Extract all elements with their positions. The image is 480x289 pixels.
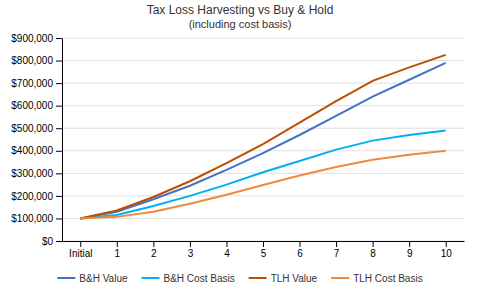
x-tick: 6 [297, 241, 303, 259]
x-tick-mark [117, 241, 118, 247]
legend: B&H Value B&H Cost Basis TLH Value TLH Cost… [57, 273, 422, 284]
y-tick: $500,000 [11, 123, 62, 134]
y-tick: $400,000 [11, 145, 62, 156]
y-tick: $700,000 [11, 78, 62, 89]
grid-line [62, 60, 464, 61]
x-tick-mark [300, 241, 301, 247]
x-tick-label: 6 [297, 248, 303, 259]
legend-item: TLH Cost Basis [331, 273, 422, 284]
x-tick-label: 5 [261, 248, 267, 259]
x-tick-label: 7 [334, 248, 340, 259]
x-tick-mark [190, 241, 191, 247]
x-tick: 3 [188, 241, 194, 259]
y-tick-label: $600,000 [11, 100, 53, 111]
plot-area [80, 55, 445, 219]
y-tick: $200,000 [11, 191, 62, 202]
y-tick-mark [56, 151, 62, 152]
legend-swatch [57, 277, 75, 279]
y-tick-mark [56, 83, 62, 84]
x-tick: 1 [115, 241, 121, 259]
grid-line [62, 218, 464, 219]
grid-line [62, 150, 464, 151]
y-tick-label: $100,000 [11, 213, 53, 224]
y-tick-label: $400,000 [11, 145, 53, 156]
y-tick-mark [56, 173, 62, 174]
y-tick: $600,000 [11, 100, 62, 111]
x-tick: 9 [407, 241, 413, 259]
subtitle: (including cost basis) [189, 18, 292, 30]
series-line [80, 151, 445, 219]
legend-item: TLH Value [249, 273, 318, 284]
chart: $0 $100,000 $200,000 $300,000 $400,000 $500,0… [0, 0, 480, 289]
x-tick-mark [336, 241, 337, 247]
grid [62, 38, 464, 241]
x-tick-label: 9 [407, 248, 413, 259]
y-tick-mark [56, 128, 62, 129]
y-tick-mark [56, 38, 62, 39]
x-tick-label: 8 [370, 248, 376, 259]
grid-line [62, 128, 464, 129]
grid-line [62, 195, 464, 196]
grid-line [62, 38, 464, 39]
x-tick-label: 2 [151, 248, 157, 259]
y-tick-label: $900,000 [11, 33, 53, 44]
x-axis: Initial 1 2 3 4 5 6 7 8 9 10 [63, 241, 465, 259]
y-tick-label: $700,000 [11, 78, 53, 89]
y-tick-mark [56, 241, 62, 242]
y-tick-label: $500,000 [11, 123, 53, 134]
x-tick-mark [226, 241, 227, 247]
x-tick: 4 [224, 241, 230, 259]
y-axis: $0 $100,000 $200,000 $300,000 $400,000 $500,0… [11, 33, 62, 247]
y-tick-mark [56, 61, 62, 62]
y-tick-label: $300,000 [11, 168, 53, 179]
y-tick: $900,000 [11, 33, 62, 44]
y-tick: $800,000 [11, 55, 62, 66]
y-tick-label: $0 [42, 236, 54, 247]
x-tick-mark [373, 241, 374, 247]
y-tick: $100,000 [11, 213, 62, 224]
x-tick: 7 [334, 241, 340, 259]
x-tick-mark [446, 241, 447, 247]
x-tick-mark [153, 241, 154, 247]
grid-line [62, 105, 464, 106]
y-tick-label: $800,000 [11, 55, 53, 66]
x-tick-label: Initial [69, 248, 92, 259]
legend-swatch [249, 277, 267, 279]
y-axis-line [62, 39, 63, 242]
y-tick-mark [56, 106, 62, 107]
series-line [80, 55, 445, 219]
x-tick-label: 10 [441, 248, 453, 259]
x-tick: 10 [441, 241, 453, 259]
x-tick: 5 [261, 241, 267, 259]
x-tick: 2 [151, 241, 157, 259]
series-line [80, 63, 445, 219]
legend-label: B&H Value [79, 273, 128, 284]
legend-label: TLH Value [271, 273, 318, 284]
legend-label: TLH Cost Basis [353, 273, 422, 284]
y-tick-mark [56, 196, 62, 197]
x-tick-label: 3 [188, 248, 194, 259]
y-tick: $0 [42, 236, 62, 247]
legend-item: B&H Value [57, 273, 128, 284]
legend-swatch [142, 277, 160, 279]
legend-swatch [331, 277, 349, 279]
x-tick: Initial [69, 241, 92, 259]
y-tick-mark [56, 218, 62, 219]
x-tick-label: 1 [115, 248, 121, 259]
title: Tax Loss Harvesting vs Buy & Hold [147, 3, 334, 17]
y-tick-label: $200,000 [11, 191, 53, 202]
x-tick-mark [80, 241, 81, 247]
y-tick: $300,000 [11, 168, 62, 179]
legend-item: B&H Cost Basis [142, 273, 235, 284]
x-tick-mark [409, 241, 410, 247]
x-tick-mark [263, 241, 264, 247]
legend-label: B&H Cost Basis [164, 273, 235, 284]
x-tick-label: 4 [224, 248, 230, 259]
x-tick: 8 [370, 241, 376, 259]
